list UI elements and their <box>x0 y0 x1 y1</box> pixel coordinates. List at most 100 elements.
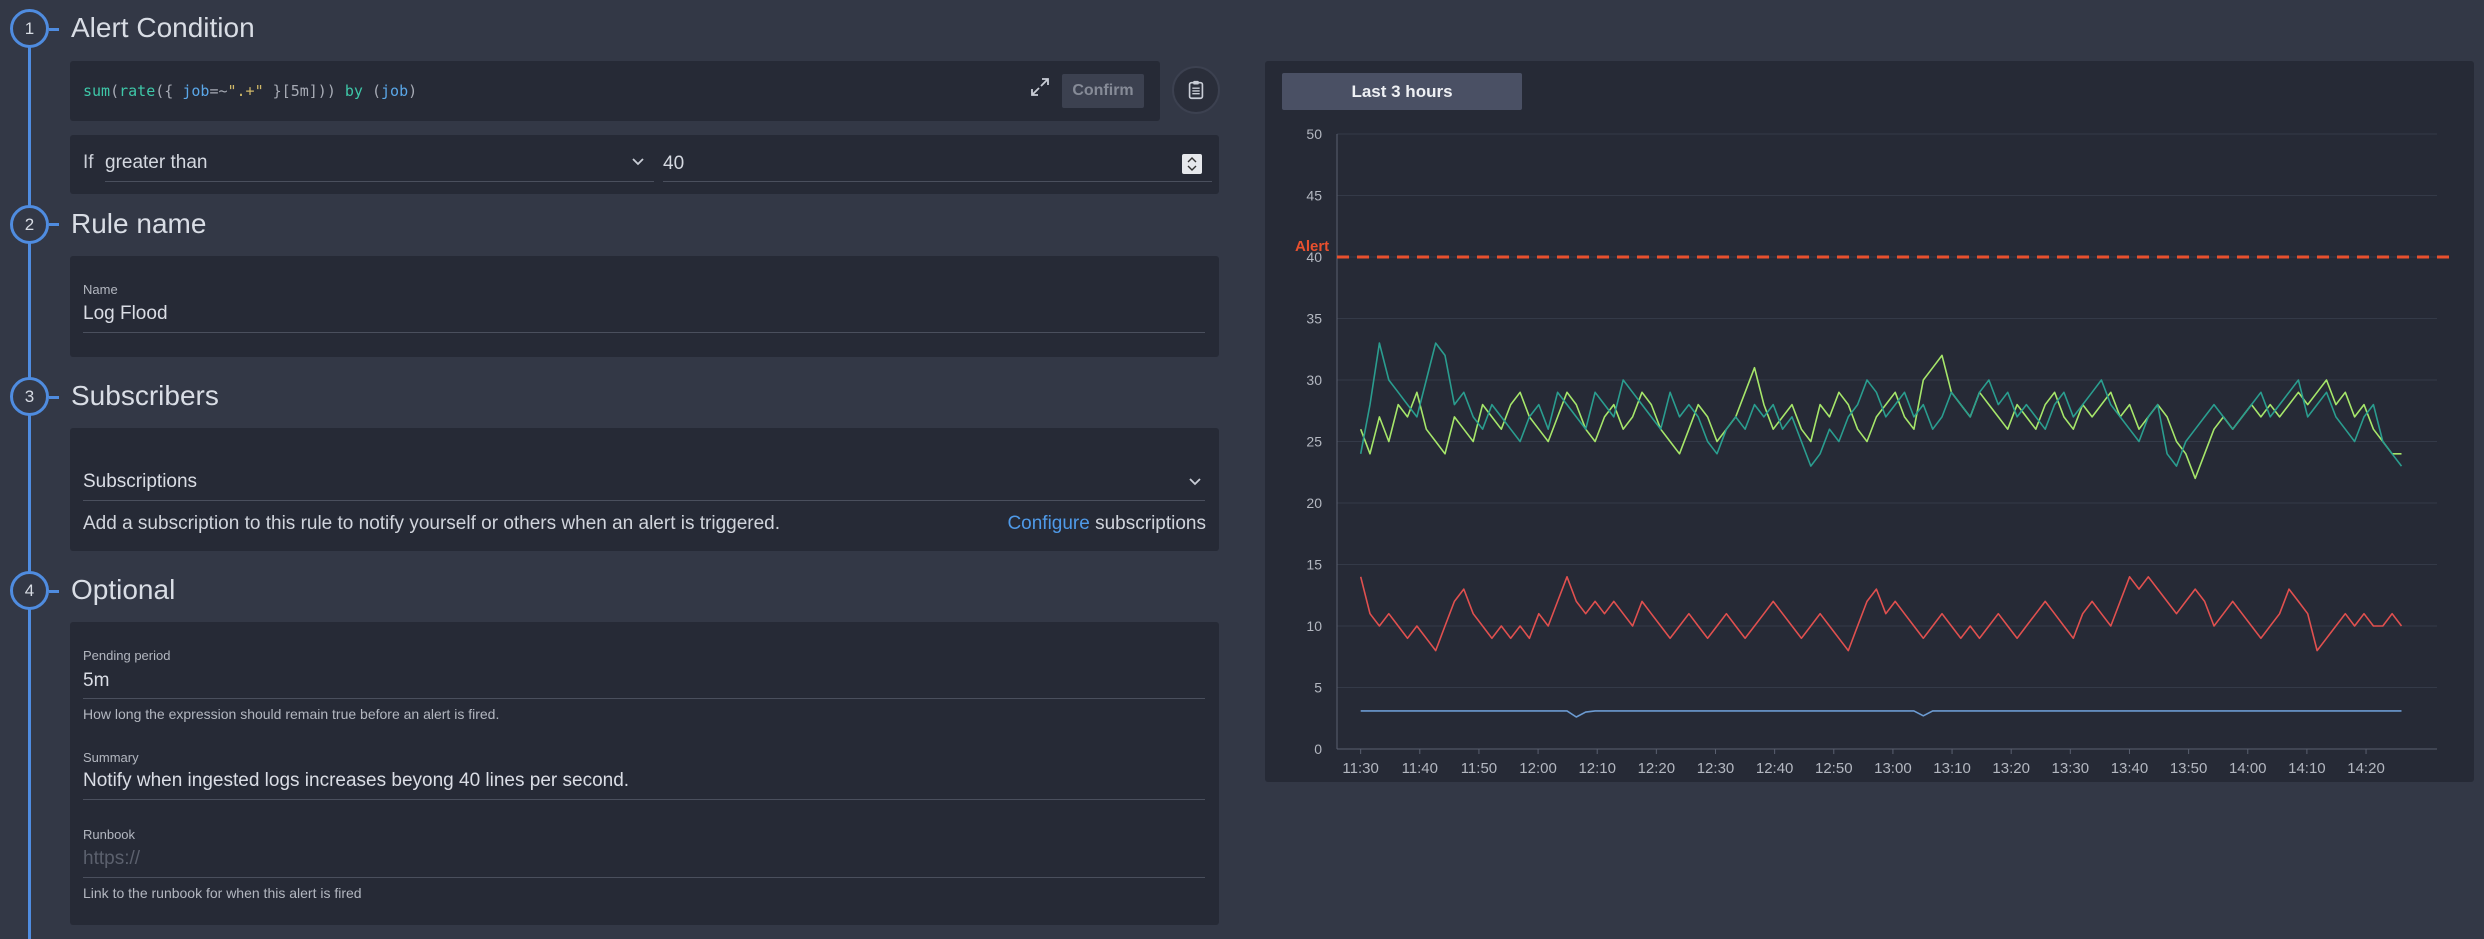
x-tick-label: 11:30 <box>1342 760 1378 777</box>
alert-threshold-label: Alert <box>1295 238 1329 255</box>
x-tick-label: 13:40 <box>2111 760 2149 777</box>
y-tick-label: 25 <box>1306 434 1322 450</box>
series-line-0 <box>1359 354 2402 480</box>
x-tick-label: 12:00 <box>1519 760 1557 777</box>
x-tick-label: 12:40 <box>1756 760 1794 777</box>
summary-underline <box>83 799 1205 800</box>
query-token: }[5m])) <box>263 82 345 100</box>
y-tick-label: 10 <box>1306 618 1322 634</box>
threshold-input[interactable]: 40 <box>663 153 685 174</box>
optional-panel: Pending period 5m How long the expressio… <box>70 622 1219 925</box>
clipboard-icon <box>1188 80 1204 100</box>
x-tick-label: 11:50 <box>1461 760 1497 777</box>
y-tick-label: 50 <box>1306 126 1322 142</box>
runbook-input[interactable]: https:// <box>83 848 141 869</box>
operator-select[interactable]: greater than <box>105 152 208 173</box>
x-tick-label: 14:10 <box>2288 760 2326 777</box>
pending-period-input[interactable]: 5m <box>83 670 110 691</box>
pending-period-label: Pending period <box>83 648 171 663</box>
section-title-subscribers: Subscribers <box>71 380 219 411</box>
subscriptions-select-underline <box>83 500 1205 501</box>
x-tick-label: 11:40 <box>1402 760 1438 777</box>
step-marker-1: 1 <box>10 9 49 48</box>
x-tick-label: 13:30 <box>2052 760 2090 777</box>
y-tick-label: 45 <box>1306 188 1322 204</box>
y-tick-label: 30 <box>1306 372 1322 388</box>
x-tick-label: 13:50 <box>2170 760 2208 777</box>
subscriptions-select[interactable]: Subscriptions <box>83 471 198 492</box>
summary-input[interactable]: Notify when ingested logs increases beyo… <box>83 770 630 791</box>
operator-select-underline <box>105 181 654 182</box>
section-title-optional: Optional <box>71 574 176 605</box>
x-tick-label: 14:00 <box>2229 760 2267 777</box>
time-range-button[interactable]: Last 3 hours <box>1282 73 1522 110</box>
name-input[interactable]: Log Flood <box>83 303 168 324</box>
threshold-input-underline <box>663 181 1212 182</box>
query-token: ".+" <box>227 82 264 100</box>
series-line-2 <box>1359 575 2403 652</box>
query-token: by <box>344 82 363 100</box>
y-tick-label: 0 <box>1314 741 1322 757</box>
step-marker-4: 4 <box>10 571 49 610</box>
runbook-underline <box>83 877 1205 878</box>
x-tick-label: 13:10 <box>1933 760 1971 777</box>
step-tick <box>49 28 59 31</box>
query-token: ({ <box>155 82 183 100</box>
steps-timeline <box>28 46 31 939</box>
subscriptions-description: Add a subscription to this rule to notif… <box>83 513 781 534</box>
runbook-help: Link to the runbook for when this alert … <box>83 885 362 901</box>
step-tick <box>49 396 59 399</box>
configure-suffix: subscriptions <box>1089 513 1206 534</box>
expand-icon[interactable] <box>1028 75 1052 99</box>
query-token: ) <box>408 82 418 100</box>
series-line-3 <box>1360 710 2402 718</box>
x-tick-label: 12:10 <box>1578 760 1616 777</box>
x-tick-label: 12:50 <box>1815 760 1853 777</box>
query-token: =~ <box>209 82 228 100</box>
clipboard-button[interactable] <box>1172 66 1220 114</box>
rule-name-panel: Name Log Flood <box>70 256 1219 357</box>
threshold-stepper[interactable] <box>1182 154 1202 174</box>
pending-period-underline <box>83 698 1205 699</box>
subscribers-panel: Subscriptions Add a subscription to this… <box>70 428 1219 551</box>
section-title-rule-name: Rule name <box>71 208 207 239</box>
step-tick <box>49 223 59 226</box>
query-token: sum <box>83 82 111 100</box>
pending-period-help: How long the expression should remain tr… <box>83 706 500 722</box>
y-tick-label: 40 <box>1306 249 1322 265</box>
x-tick-label: 12:30 <box>1697 760 1735 777</box>
stepper-arrows-icon <box>1187 157 1197 171</box>
y-tick-label: 5 <box>1314 680 1322 696</box>
x-tick-label: 13:20 <box>1992 760 2030 777</box>
runbook-label: Runbook <box>83 827 136 842</box>
step-marker-2: 2 <box>10 205 49 244</box>
step-tick <box>49 590 59 593</box>
step-marker-3: 3 <box>10 377 49 416</box>
query-token: job <box>182 82 210 100</box>
query-token: rate <box>119 82 156 100</box>
x-tick-label: 14:20 <box>2347 760 2385 777</box>
name-input-underline <box>83 332 1205 333</box>
query-token: job <box>381 82 409 100</box>
query-token: ( <box>362 82 382 100</box>
x-tick-label: 12:20 <box>1638 760 1676 777</box>
series-line-1 <box>1359 342 2403 467</box>
query-token: ( <box>110 82 120 100</box>
configure-link[interactable]: Configure <box>1007 513 1090 534</box>
y-tick-label: 20 <box>1306 495 1322 511</box>
name-label: Name <box>83 282 118 297</box>
y-tick-label: 35 <box>1306 311 1322 327</box>
chart-panel: 0 5 10 15 20 25 30 35 40 45 50 11:30 11:40 11:50 12:00… <box>1265 61 2474 782</box>
configure-subscriptions: Configure subscriptions <box>1007 513 1206 535</box>
y-tick-label: 15 <box>1306 557 1322 573</box>
x-tick-label: 13:00 <box>1874 760 1912 777</box>
confirm-button[interactable]: Confirm <box>1062 74 1144 108</box>
section-title-alert-condition: Alert Condition <box>71 12 255 43</box>
summary-label: Summary <box>83 750 139 765</box>
alert-preview-chart: 0 5 10 15 20 25 30 35 40 45 50 11:30 11:40 11:50 12:00… <box>1295 126 2457 777</box>
chevron-down-icon[interactable] <box>630 153 646 169</box>
chevron-down-icon[interactable] <box>1187 473 1203 489</box>
query-editor-panel: sum(rate({ job=~".+" }[5m])) by (job) Co… <box>70 61 1160 121</box>
if-label: If <box>83 152 94 173</box>
query-editor[interactable]: sum(rate({ job=~".+" }[5m])) by (job) <box>83 82 417 100</box>
